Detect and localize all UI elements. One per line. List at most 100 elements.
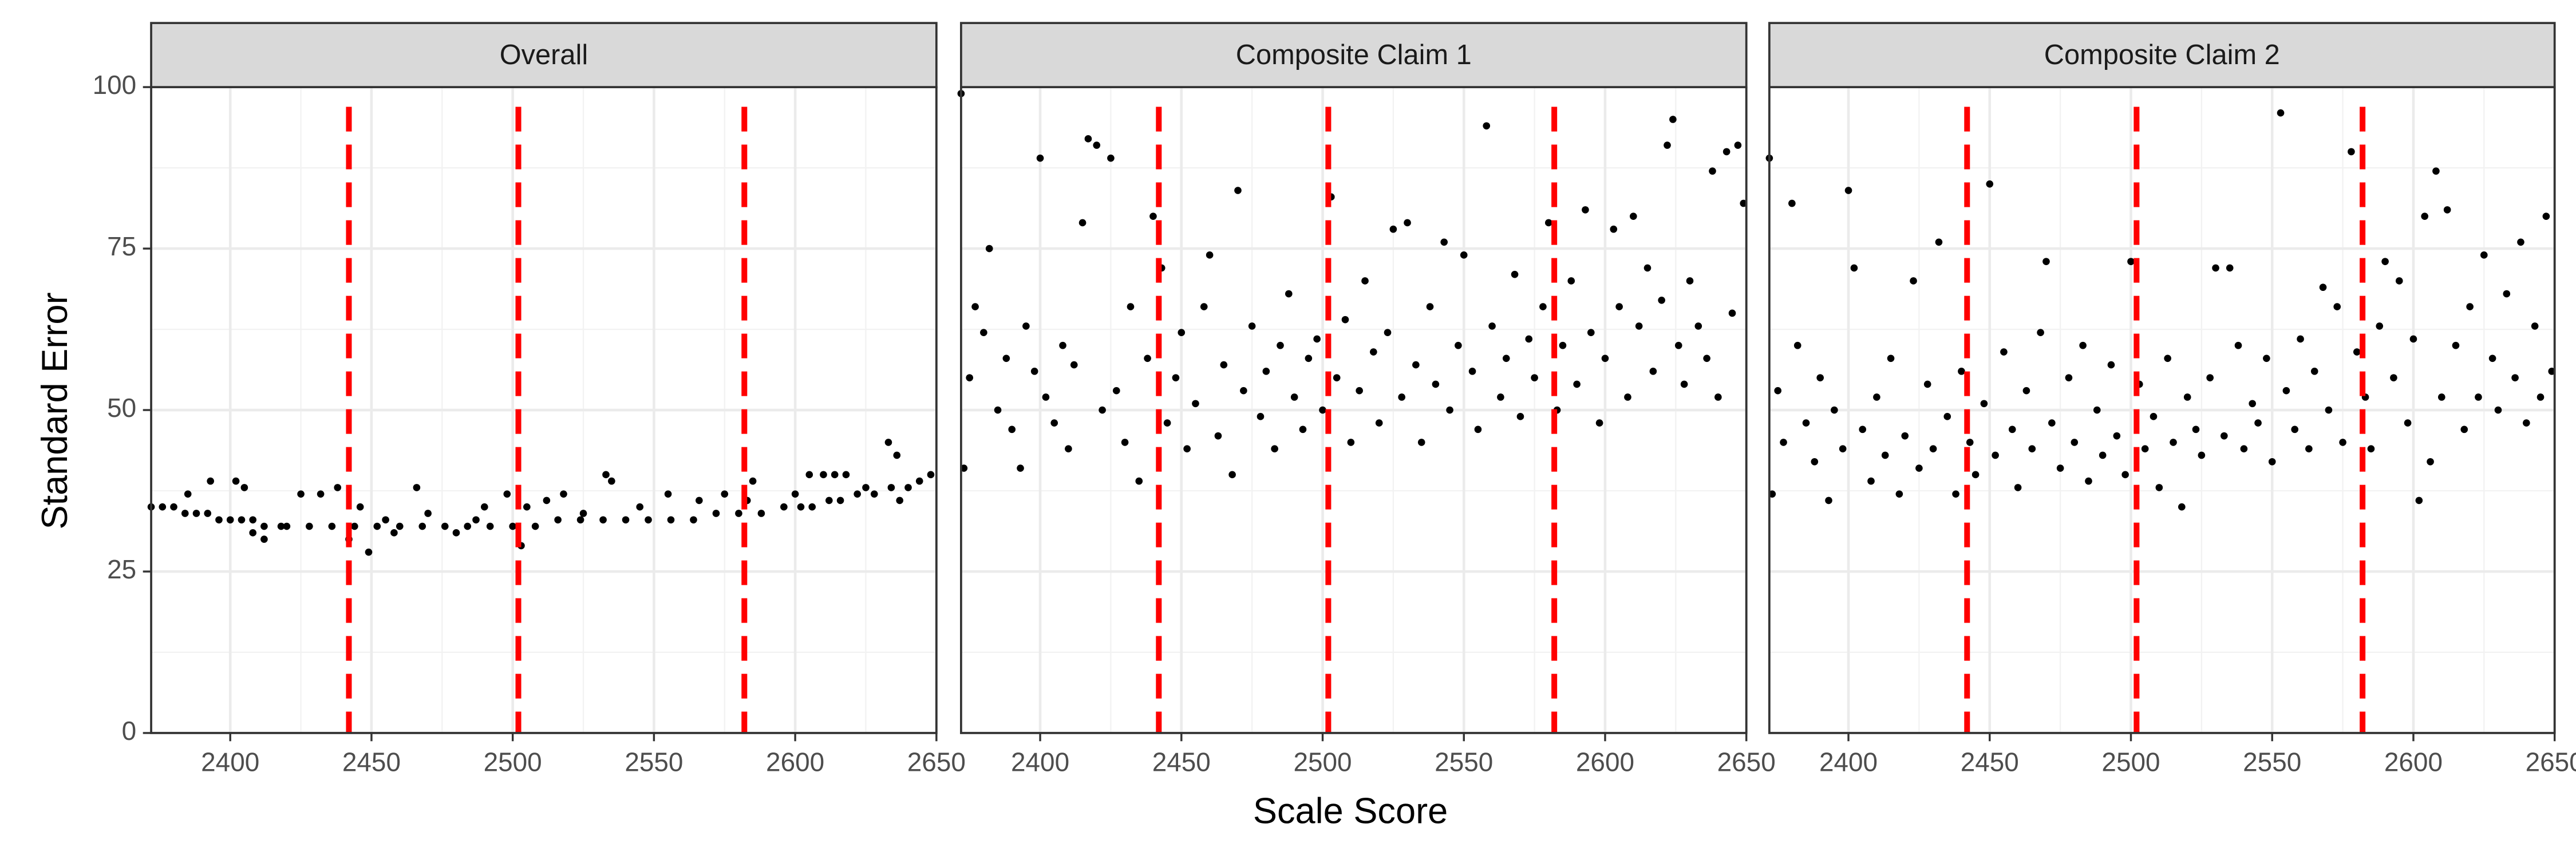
data-point — [1992, 451, 1999, 459]
data-point — [390, 529, 398, 537]
data-point — [204, 510, 212, 517]
x-tick-label: 2450 — [1961, 747, 2019, 777]
data-point — [1412, 361, 1420, 369]
data-point — [1127, 303, 1135, 310]
data-point — [1971, 471, 1980, 479]
data-point — [1426, 303, 1434, 310]
data-point — [1816, 374, 1824, 381]
data-point — [2460, 425, 2468, 434]
data-point — [1929, 445, 1937, 453]
data-point — [2494, 406, 2502, 414]
data-point — [424, 510, 432, 517]
x-tick-label: 2600 — [766, 747, 824, 777]
data-point — [1943, 412, 1951, 420]
data-point — [667, 516, 675, 524]
data-point — [1674, 341, 1682, 349]
data-point — [1709, 167, 1716, 175]
data-point — [1240, 387, 1247, 395]
data-point — [509, 522, 516, 530]
data-point — [636, 503, 644, 511]
data-point — [1728, 309, 1736, 317]
facet-strip — [960, 22, 1748, 88]
data-point — [413, 484, 421, 491]
data-point — [664, 490, 672, 498]
data-point — [884, 439, 892, 446]
data-point — [1135, 477, 1143, 485]
data-point — [1539, 303, 1547, 310]
data-point — [2221, 432, 2228, 440]
data-point — [2164, 354, 2171, 362]
data-point — [1370, 348, 1377, 356]
data-point — [1780, 439, 1787, 446]
data-point — [797, 503, 805, 511]
data-point — [2178, 503, 2186, 511]
data-point — [1844, 187, 1852, 194]
data-point — [2042, 258, 2050, 265]
data-point — [1966, 439, 1974, 446]
data-point — [481, 503, 488, 511]
data-point — [2517, 238, 2524, 246]
data-point — [1825, 497, 1832, 505]
data-point — [1497, 393, 1504, 401]
data-point — [2170, 439, 2177, 446]
data-point — [1952, 490, 1959, 498]
data-point — [1144, 354, 1151, 362]
data-point — [831, 471, 839, 479]
data-point — [1333, 374, 1341, 381]
data-point — [749, 477, 757, 485]
data-point — [1008, 425, 1016, 434]
data-point — [2099, 451, 2107, 459]
data-point — [870, 490, 878, 498]
data-point — [1722, 148, 1730, 156]
data-point — [1070, 361, 1078, 369]
data-point — [2014, 484, 2022, 491]
data-point — [2437, 393, 2445, 401]
data-point — [2127, 258, 2135, 265]
data-point — [608, 477, 615, 485]
data-point — [2028, 445, 2036, 453]
data-point — [472, 516, 480, 524]
data-point — [1417, 439, 1425, 446]
data-point — [1059, 341, 1066, 349]
data-point — [1703, 354, 1710, 362]
data-point — [1468, 368, 1476, 375]
data-point — [418, 522, 426, 530]
data-point — [184, 490, 192, 498]
data-point — [1734, 141, 1742, 149]
data-point — [904, 484, 912, 491]
data-point — [2107, 361, 2115, 369]
data-point — [1483, 122, 1491, 130]
data-point — [780, 503, 788, 511]
x-tick-label: 2450 — [1152, 747, 1211, 777]
data-point — [1859, 425, 1867, 434]
data-point — [1149, 212, 1157, 220]
data-point — [2268, 458, 2276, 466]
data-point — [2395, 277, 2403, 285]
data-point — [2282, 387, 2290, 395]
data-point — [1389, 225, 1397, 233]
data-point — [1271, 445, 1278, 453]
data-point — [1587, 329, 1595, 337]
data-point — [249, 516, 257, 524]
data-point — [994, 406, 1002, 414]
x-tick-label: 2650 — [2526, 747, 2576, 777]
data-point — [554, 516, 562, 524]
data-point — [2537, 393, 2545, 401]
data-point — [2488, 354, 2496, 362]
data-point — [1078, 219, 1086, 227]
data-point — [2415, 497, 2423, 505]
data-point — [1664, 141, 1671, 149]
data-point — [560, 490, 567, 498]
data-point — [297, 490, 305, 498]
data-point — [721, 490, 729, 498]
data-point — [915, 477, 923, 485]
data-point — [808, 503, 816, 511]
data-point — [2150, 412, 2158, 420]
data-point — [2212, 264, 2219, 272]
data-point — [1017, 464, 1024, 472]
data-point — [805, 471, 813, 479]
x-tick-label: 2500 — [2101, 747, 2160, 777]
data-point — [2198, 451, 2206, 459]
data-point — [1107, 154, 1115, 162]
